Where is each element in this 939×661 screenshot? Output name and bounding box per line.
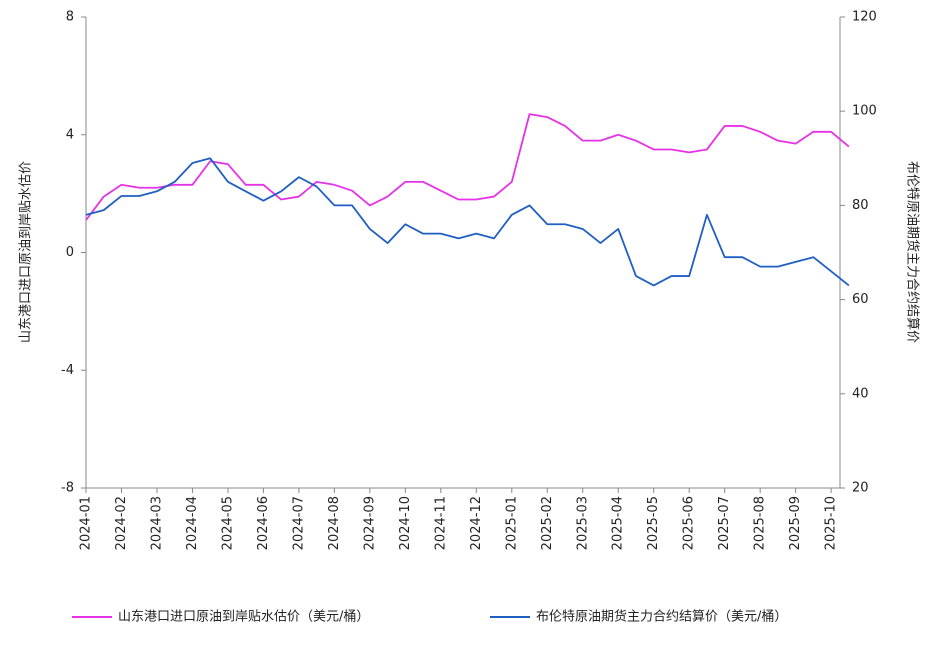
x-tick-label: 2025-08 (753, 496, 768, 550)
y-tick-label: 0 (66, 245, 74, 260)
x-tick-label: 2025-03 (575, 496, 590, 550)
x-tick-label: 2025-07 (717, 496, 732, 550)
y-axis-title: 山东港口进口原油到岸贴水估价 (19, 161, 34, 343)
legend-label: 山东港口进口原油到岸贴水估价（美元/桶） (118, 610, 369, 625)
series-line (85, 113, 850, 221)
x-tick-label: 2024-10 (398, 496, 413, 550)
x-tick-label: 2024-01 (79, 496, 94, 550)
y-tick-label: 8 (66, 10, 74, 25)
x-tick-label: 2025-01 (504, 496, 519, 550)
x-tick-label: 2024-09 (362, 496, 377, 550)
y-tick-label: -8 (61, 481, 74, 496)
x-tick-label: 2025-05 (646, 496, 661, 550)
x-tick-label: 2024-12 (469, 496, 484, 550)
y-tick-label: -4 (61, 363, 74, 378)
y2-tick-label: 20 (852, 481, 869, 496)
y2-tick-label: 120 (852, 10, 877, 25)
y2-tick-label: 60 (852, 292, 869, 307)
x-tick-label: 2024-02 (114, 496, 129, 550)
x-tick-label: 2025-02 (540, 496, 555, 550)
series-line (85, 157, 850, 287)
x-tick-label: 2024-05 (220, 496, 235, 550)
legend-label: 布伦特原油期货主力合约结算价（美元/桶） (536, 609, 787, 625)
x-tick-label: 2025-04 (611, 496, 626, 550)
x-tick-label: 2024-07 (291, 496, 306, 550)
x-tick-label: 2024-06 (256, 496, 271, 550)
y-tick-label: 4 (66, 127, 74, 142)
x-tick-label: 2024-04 (185, 496, 200, 550)
x-tick-label: 2024-08 (327, 496, 342, 550)
y2-axis-title: 布伦特原油期货主力合约结算价 (905, 161, 921, 343)
x-tick-label: 2024-03 (149, 496, 164, 550)
x-tick-label: 2025-06 (682, 496, 697, 550)
x-tick-label: 2025-10 (824, 496, 839, 550)
x-tick-label: 2024-11 (433, 496, 448, 550)
x-tick-label: 2025-09 (788, 496, 803, 550)
y2-tick-label: 80 (852, 198, 869, 213)
y2-tick-label: 100 (852, 104, 877, 119)
y2-tick-label: 40 (852, 386, 869, 401)
